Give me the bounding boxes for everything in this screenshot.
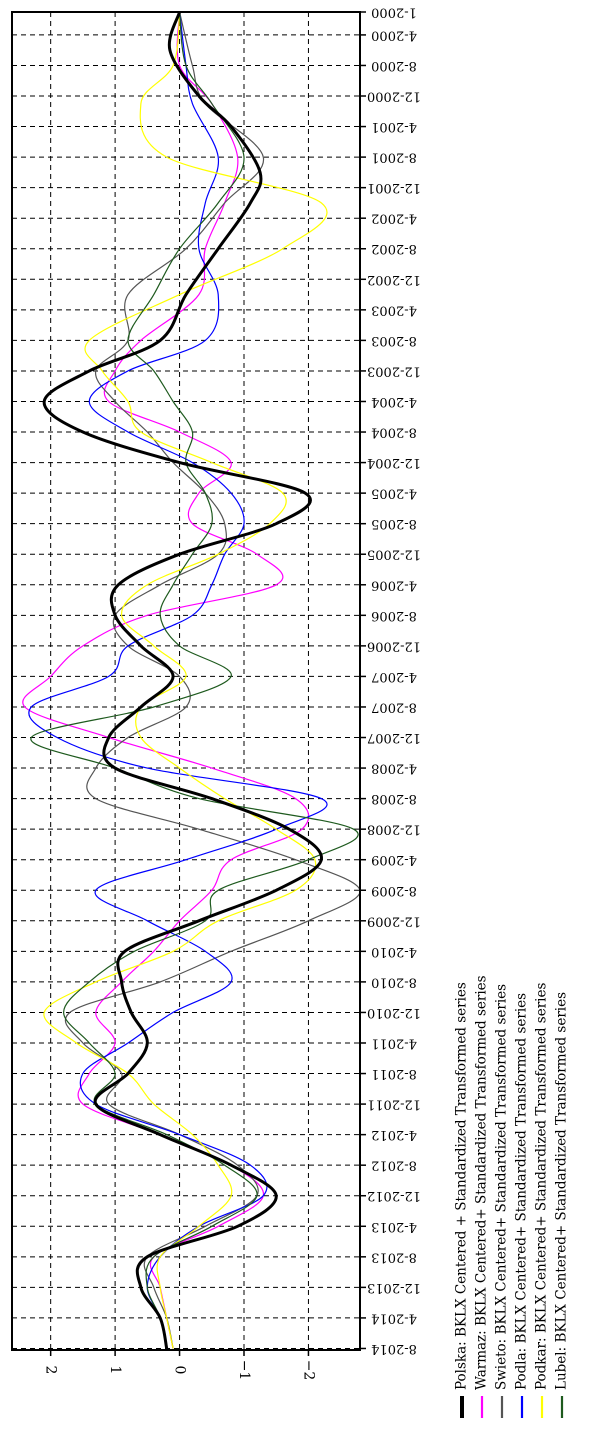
series-line-podkar (43, 11, 328, 1349)
x-tick-label: 12-2012 (367, 1188, 421, 1203)
x-tick-label: 12-2009 (367, 913, 421, 928)
y-axis: 2 1 0 −1 −2 (43, 1350, 316, 1381)
series-line-podla (28, 11, 328, 1349)
legend: Polska: BKLX Centered + Standardized Tra… (454, 975, 570, 1418)
legend-label: Lubel: BKLX Centered+ Standardized Trans… (554, 992, 570, 1390)
x-tick-label: 4-2011 (371, 1035, 417, 1050)
x-tick-label: 8-2009 (371, 883, 417, 898)
y-tick-label: 0 (172, 1366, 188, 1375)
x-tick-label: 8-2013 (371, 1249, 417, 1264)
x-tick-label: 8-2010 (371, 974, 417, 989)
x-axis: 1-2000 4-2000 8-2000 12-2000 4-2001 8-2001 12-… (360, 5, 421, 1356)
x-tick-label: 8-2005 (371, 516, 417, 531)
x-tick-label: 4-2007 (371, 669, 417, 684)
x-tick-label: 4-2012 (371, 1127, 417, 1142)
x-tick-label: 12-2006 (367, 638, 421, 653)
plot-frame (11, 11, 361, 1351)
x-tick-label: 8-2008 (371, 791, 417, 806)
x-tick-label: 12-2007 (367, 730, 421, 745)
x-tick-label: 12-2002 (367, 272, 421, 287)
x-tick-label: 8-2006 (371, 608, 417, 623)
x-tick-label: 4-2013 (371, 1219, 417, 1234)
x-tick-label: 4-2000 (371, 27, 417, 42)
series-line-lubel (30, 11, 359, 1349)
x-tick-label: 8-2007 (371, 699, 417, 714)
plot-background (12, 12, 360, 1350)
x-tick-label: 8-2001 (371, 150, 417, 165)
grid (12, 11, 360, 1350)
x-tick-label: 12-2001 (367, 180, 421, 195)
x-tick-label: 4-2009 (371, 852, 417, 867)
x-tick-label: 8-2003 (371, 333, 417, 348)
x-tick-label: 4-2003 (371, 302, 417, 317)
x-tick-label: 12-2003 (367, 363, 421, 378)
x-tick-label: 12-2004 (367, 455, 421, 470)
x-tick-label: 4-2004 (371, 394, 417, 409)
x-tick-label: 8-2011 (371, 1066, 417, 1081)
y-tick-label: 2 (43, 1366, 59, 1375)
x-tick-label: 12-2010 (367, 1005, 421, 1020)
legend-label: Polska: BKLX Centered + Standardized Tra… (454, 982, 470, 1390)
x-tick-label: 12-2000 (367, 89, 421, 104)
legend-label: Podla: BKLX Centered+ Standardized Trans… (514, 993, 530, 1390)
y-tick-label: −2 (300, 1360, 316, 1381)
x-tick-label: 12-2005 (367, 547, 421, 562)
x-tick-label: 4-2002 (371, 211, 417, 226)
x-tick-label: 8-2012 (371, 1158, 417, 1173)
x-tick-label: 12-2013 (367, 1280, 421, 1295)
x-tick-label: 4-2005 (371, 486, 417, 501)
x-tick-label: 4-2001 (371, 119, 417, 134)
legend-label: Swieto: BKLX Centered+ Standardized Tran… (494, 984, 510, 1390)
series-layer (22, 11, 361, 1349)
legend-label: Podkar: BKLX Centered+ Standardized Tran… (534, 983, 550, 1390)
x-tick-label: 4-2006 (371, 577, 417, 592)
x-tick-label: 1-2000 (371, 5, 417, 20)
series-line-polska (42, 11, 323, 1349)
x-tick-label: 4-2008 (371, 761, 417, 776)
x-tick-label: 12-2008 (367, 822, 421, 837)
y-tick-label: −1 (236, 1360, 252, 1381)
x-tick-label: 8-2014 (371, 1341, 417, 1356)
x-tick-label: 8-2002 (371, 241, 417, 256)
y-tick-label: 1 (107, 1366, 123, 1375)
legend-label: Warmaz: BKLX Centered+ Standardized Tran… (474, 975, 490, 1390)
x-tick-label: 12-2011 (367, 1097, 421, 1112)
x-tick-label: 8-2004 (371, 425, 417, 440)
x-tick-label: 4-2010 (371, 944, 417, 959)
x-tick-label: 4-2014 (371, 1310, 417, 1325)
x-tick-label: 8-2000 (371, 58, 417, 73)
plot-area (11, 11, 361, 1351)
